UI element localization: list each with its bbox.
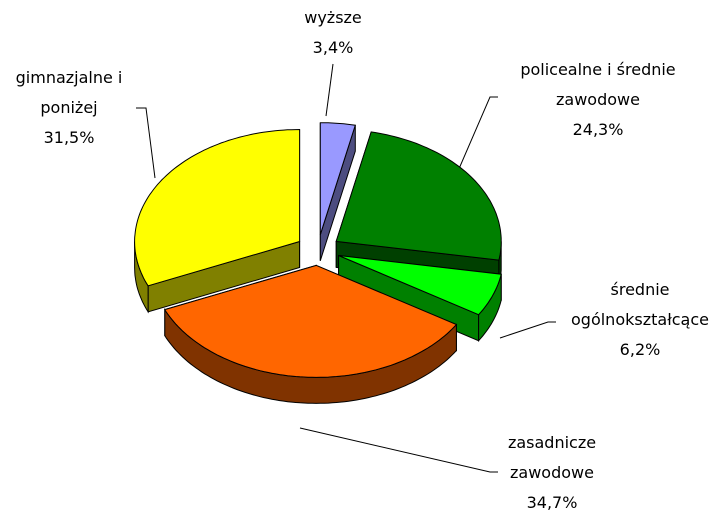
- leader-line: [325, 63, 334, 117]
- category-label: wyższe: [304, 8, 362, 27]
- data-label: zasadnicze zawodowe 34,7%: [482, 428, 622, 514]
- slice-top: [335, 131, 502, 261]
- slice-top: [164, 264, 458, 378]
- slice: [319, 122, 356, 261]
- data-label: średnie ogólnokształcące 6,2%: [555, 275, 716, 365]
- value-label: 34,7%: [526, 493, 578, 512]
- slice: [164, 264, 458, 404]
- data-label: gimnazjalne i poniżej 31,5%: [3, 63, 135, 153]
- slice-top: [338, 255, 502, 316]
- value-label: 3,4%: [312, 38, 354, 57]
- slices: [134, 122, 502, 404]
- slice-top: [319, 122, 356, 235]
- category-label: policealne i średnie zawodowe: [520, 60, 676, 109]
- leader-line: [136, 107, 156, 179]
- slice: [134, 128, 301, 314]
- leader-line: [454, 96, 498, 179]
- leader-line: [499, 321, 556, 339]
- slice: [338, 254, 502, 343]
- category-label: zasadnicze zawodowe: [507, 433, 597, 482]
- category-label: średnie ogólnokształcące: [571, 280, 709, 329]
- value-label: 24,3%: [572, 120, 624, 139]
- data-label: policealne i średnie zawodowe 24,3%: [498, 55, 698, 145]
- value-label: 31,5%: [43, 128, 95, 147]
- data-label: wyższe 3,4%: [283, 3, 383, 63]
- slice-top: [134, 128, 301, 287]
- category-label: gimnazjalne i poniżej: [15, 68, 123, 117]
- leader-line: [299, 427, 498, 473]
- value-label: 6,2%: [619, 340, 661, 359]
- leader-lines: [136, 63, 556, 473]
